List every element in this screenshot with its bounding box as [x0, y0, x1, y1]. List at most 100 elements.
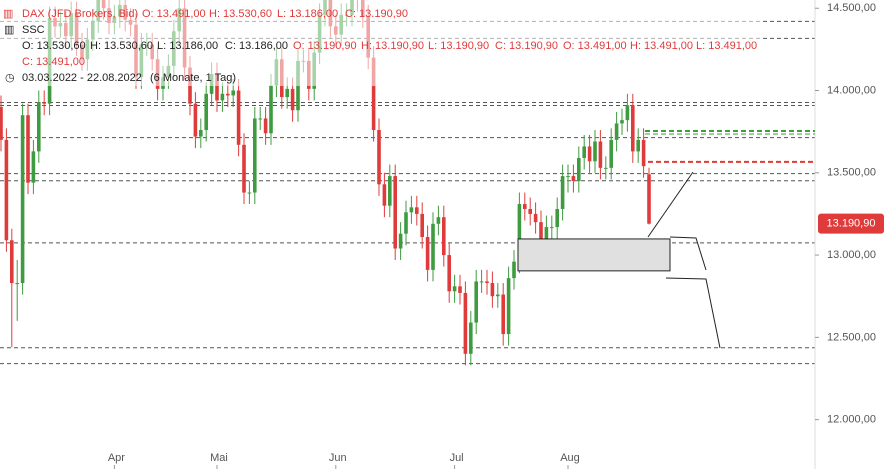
candle-body — [512, 261, 516, 279]
candle-body — [42, 102, 46, 104]
candle-body — [458, 286, 462, 293]
y-tick-label: 13.500,00 — [827, 167, 876, 179]
candle-body — [463, 292, 468, 354]
candle-body — [604, 167, 608, 169]
candle-body — [404, 212, 408, 234]
candle-body — [269, 85, 273, 134]
candle-body — [231, 90, 235, 96]
candle-body — [409, 207, 414, 213]
y-tick-label: 12.500,00 — [827, 331, 876, 343]
candle-body — [242, 144, 246, 193]
indicator-value: L: 13.186,00 — [157, 40, 218, 52]
indicator-value: O: 13.491,00 — [563, 40, 627, 52]
icon: ▥ — [4, 24, 14, 36]
candle-body — [436, 217, 441, 224]
trend-line — [647, 171, 694, 238]
candle-body — [15, 283, 19, 285]
candle-body — [204, 93, 208, 131]
candle-body — [620, 120, 624, 124]
candle-body — [479, 281, 484, 283]
candle-body — [566, 176, 570, 178]
header: ▥ DAX (JFD Brokers, Bid) O: 13.491,00 H:… — [3, 8, 757, 84]
candle-body — [425, 236, 430, 270]
y-tick-label: 14.500,00 — [827, 2, 876, 14]
candle-body — [199, 130, 203, 137]
trend-line — [665, 277, 721, 349]
axes: 12.000,00 12.500,00 13.000,00 13.500,00 14.0… — [108, 2, 876, 469]
ohlc-value: C: 13.190,90 — [345, 8, 408, 20]
header-backdrop — [0, 0, 760, 86]
candle-body — [193, 103, 198, 137]
candle-body — [533, 213, 538, 223]
candle-body — [501, 294, 505, 335]
last-price-box — [818, 213, 884, 234]
indicator-value: L: 13.491,00 — [696, 40, 757, 52]
candle-body — [37, 102, 41, 152]
candle-body — [247, 192, 252, 194]
candle-body — [636, 139, 640, 152]
candle-body — [560, 176, 565, 209]
ohlc-value: O: 13.491,00 — [142, 8, 206, 20]
y-tick-label: 13.000,00 — [827, 249, 876, 261]
candle-body — [593, 141, 597, 162]
candle-body — [263, 118, 268, 134]
candle-body — [647, 174, 651, 224]
candle-body — [220, 93, 225, 101]
candle-body — [506, 278, 511, 335]
candle-body — [371, 57, 376, 131]
x-tick-label: Jul — [450, 452, 464, 464]
zone — [517, 238, 671, 272]
candle-body — [577, 157, 581, 182]
candle-body — [26, 115, 30, 183]
candle-body — [226, 93, 230, 96]
candle-body — [550, 227, 554, 229]
x-tick-label: Jun — [329, 452, 347, 464]
candle-body — [10, 240, 14, 284]
candle-body — [544, 227, 549, 239]
indicator-value: O: 13.530,60 — [22, 40, 86, 52]
candle-body — [517, 204, 522, 262]
candle-body — [452, 286, 457, 292]
candle-body — [253, 118, 257, 193]
candle-body — [555, 208, 559, 228]
trend-line — [669, 236, 707, 271]
candle-body — [431, 223, 435, 270]
indicator-value: H: 13.491,00 — [630, 40, 693, 52]
indicator-value: H: 13.190,90 — [361, 40, 424, 52]
icon: ▥ — [3, 8, 13, 20]
candle-body — [614, 123, 619, 140]
candle-body — [587, 146, 592, 162]
candle-body — [474, 281, 478, 323]
date-range: 03.03.2022 - 22.08.2022 — [22, 72, 142, 84]
instrument: DAX (JFD Brokers, Bid) — [22, 8, 138, 20]
indicator-value: C: 13.491,00 — [22, 56, 85, 68]
x-tick-label: Apr — [108, 452, 125, 464]
candle-body — [20, 115, 25, 284]
candle-body — [4, 139, 9, 241]
candle-body — [393, 176, 397, 249]
candle-body — [631, 105, 635, 152]
candle-body — [582, 146, 586, 158]
candle-body — [377, 130, 381, 185]
indicator-value: O: 13.190,90 — [293, 40, 357, 52]
candle-body — [609, 139, 613, 168]
candle-body — [641, 139, 646, 167]
last-price-label: 13.190,90 — [827, 218, 876, 230]
indicator-value: C: 13.190,90 — [495, 40, 558, 52]
candle-body — [236, 90, 241, 145]
candle-body — [0, 106, 3, 140]
x-tick-label: Aug — [560, 452, 580, 464]
indicator-value: C: 13.186,00 — [225, 40, 288, 52]
candle-body — [388, 176, 392, 206]
candle-body — [215, 74, 219, 101]
candle-body — [415, 207, 419, 214]
indicator-value: H: 13.530,60 — [90, 40, 153, 52]
candle-body — [398, 233, 403, 249]
y-tick-label: 14.000,00 — [827, 84, 876, 96]
candle-body — [539, 222, 543, 239]
candle-body — [447, 255, 451, 292]
indicator-value: L: 13.190,90 — [428, 40, 489, 52]
candle-body — [31, 151, 36, 183]
period: (6 Monate, 1 Tag) — [150, 72, 236, 84]
